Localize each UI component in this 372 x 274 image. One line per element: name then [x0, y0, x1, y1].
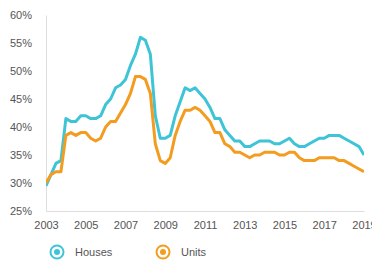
y-tick: 55% — [10, 37, 46, 49]
x-tick-label: 2013 — [233, 219, 257, 231]
y-tick: 45% — [10, 93, 46, 105]
y-tick-label: 35% — [10, 149, 32, 161]
x-tick-label: 2005 — [74, 219, 98, 231]
legend-marker-dot — [54, 249, 60, 255]
x-axis: 2003 2005 2007 2009 2011 2013 2015 2017 2019 — [34, 211, 372, 231]
y-tick: 30% — [10, 177, 46, 189]
x-tick-label: 2011 — [194, 219, 218, 231]
legend-marker-dot — [160, 249, 166, 255]
plot-area — [46, 37, 364, 185]
y-tick: 40% — [10, 121, 46, 133]
series-line — [46, 37, 364, 185]
y-tick-label: 25% — [10, 205, 32, 217]
x-tick-label: 2017 — [313, 219, 337, 231]
y-tick: 35% — [10, 149, 46, 161]
y-tick-label: 50% — [10, 65, 32, 77]
legend-item: Houses — [51, 246, 113, 259]
x-tick: 2009 — [154, 211, 178, 231]
series-line — [46, 77, 364, 183]
y-tick-label: 45% — [10, 93, 32, 105]
legend-marker — [157, 246, 170, 259]
y-tick: 60% — [10, 9, 46, 21]
x-tick-label: 2007 — [114, 219, 138, 231]
x-tick-label: 2009 — [154, 219, 178, 231]
y-tick-label: 60% — [10, 9, 32, 21]
x-tick: 2005 — [74, 211, 98, 231]
legend: Houses Units — [51, 246, 207, 259]
legend-item: Units — [157, 246, 207, 259]
legend-label: Houses — [75, 246, 113, 258]
x-axis-line — [47, 211, 365, 212]
y-tick-label: 40% — [10, 121, 32, 133]
legend-label: Units — [181, 246, 207, 258]
x-tick-label: 2015 — [273, 219, 297, 231]
x-tick: 2013 — [233, 211, 257, 231]
x-tick: 2003 — [34, 211, 58, 231]
y-tick: 25% — [10, 205, 46, 217]
chart: 25% 30% 35% 40% 45% 50% 55% 60% 2003 2005 2007 2009… — [0, 0, 372, 274]
legend-marker — [51, 246, 64, 259]
y-tick-label: 55% — [10, 37, 32, 49]
x-tick: 2007 — [114, 211, 138, 231]
x-tick: 2017 — [313, 211, 337, 231]
x-tick: 2011 — [194, 211, 218, 231]
x-tick-label: 2003 — [34, 219, 58, 231]
x-tick: 2019 — [352, 211, 372, 231]
x-tick-label: 2019 — [352, 219, 372, 231]
y-tick-label: 30% — [10, 177, 32, 189]
x-tick: 2015 — [273, 211, 297, 231]
y-axis: 25% 30% 35% 40% 45% 50% 55% 60% — [10, 9, 47, 217]
y-tick: 50% — [10, 65, 46, 77]
